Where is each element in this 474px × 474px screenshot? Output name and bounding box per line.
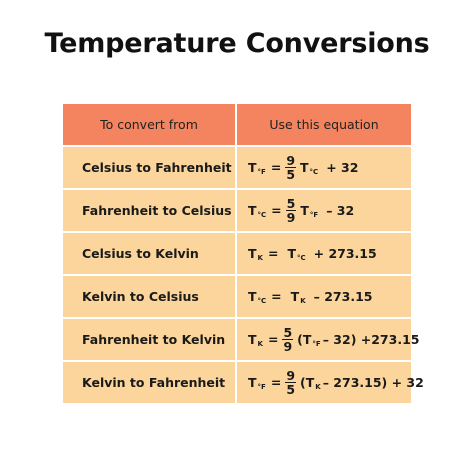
row-label-kelvin-to-celsius: Kelvin to Celsius <box>63 276 235 317</box>
eq-subscript: °C <box>257 296 267 305</box>
eq-tail: – 32) +273.15 <box>322 332 420 347</box>
eq-subscript: °C <box>257 210 267 219</box>
eq-equals: = <box>271 289 282 304</box>
column-header-from: To convert from <box>63 104 235 145</box>
eq-equals: = <box>270 160 282 175</box>
eq-subscript: K <box>257 253 263 262</box>
eq-subscript: K <box>300 296 306 305</box>
eq-variable: T <box>248 246 257 261</box>
eq-denominator: 9 <box>283 339 293 354</box>
eq-subscript: °F <box>257 382 266 391</box>
eq-tail: – 273.15 <box>313 289 373 304</box>
eq-variable: T <box>248 203 257 218</box>
eq-variable: T <box>300 160 309 175</box>
eq-open-paren: ( <box>297 332 303 347</box>
eq-subscript: °F <box>257 167 266 176</box>
eq-subscript: K <box>315 382 321 391</box>
eq-denominator: 9 <box>286 210 296 225</box>
eq-variable: T <box>248 160 257 175</box>
eq-equals: = <box>271 203 282 218</box>
eq-variable: T <box>290 289 300 304</box>
eq-subscript: °F <box>309 210 319 219</box>
eq-variable: T <box>287 246 296 261</box>
eq-subscript: °C <box>296 253 306 262</box>
eq-variable: T <box>302 332 312 347</box>
eq-numerator: 5 <box>285 196 297 211</box>
eq-equals: = <box>270 375 282 390</box>
column-header-equation: Use this equation <box>237 104 411 145</box>
eq-equals: = <box>267 246 279 261</box>
eq-tail: + 32 <box>326 160 359 175</box>
row-label-celsius-to-kelvin: Celsius to Kelvin <box>63 233 235 274</box>
eq-tail: + 273.15 <box>313 246 377 261</box>
page-title: Temperature Conversions <box>44 28 430 59</box>
eq-variable: T <box>305 375 315 390</box>
eq-open-paren: ( <box>300 375 306 390</box>
row-label-celsius-to-fahrenheit: Celsius to Fahrenheit <box>63 147 235 188</box>
eq-numerator: 9 <box>285 368 297 383</box>
conversion-table: To convert from Use this equation Celsiu… <box>63 104 424 403</box>
eq-numerator: 9 <box>285 153 297 168</box>
eq-variable: T <box>300 203 309 218</box>
eq-subscript: K <box>257 339 263 348</box>
eq-subscript: °F <box>312 339 321 348</box>
eq-tail: – 273.15) + 32 <box>322 375 424 390</box>
eq-denominator: 5 <box>286 382 296 397</box>
eq-variable: T <box>248 289 257 304</box>
eq-variable: T <box>248 375 257 390</box>
eq-denominator: 5 <box>286 167 296 182</box>
eq-variable: T <box>248 332 257 347</box>
row-label-kelvin-to-fahrenheit: Kelvin to Fahrenheit <box>63 362 235 403</box>
eq-numerator: 5 <box>282 325 294 340</box>
row-label-fahrenheit-to-kelvin: Fahrenheit to Kelvin <box>63 319 235 360</box>
row-label-fahrenheit-to-celsius: Fahrenheit to Celsius <box>63 190 235 231</box>
eq-subscript: °C <box>309 167 319 176</box>
eq-equals: = <box>267 332 279 347</box>
eq-tail: – 32 <box>326 203 355 218</box>
